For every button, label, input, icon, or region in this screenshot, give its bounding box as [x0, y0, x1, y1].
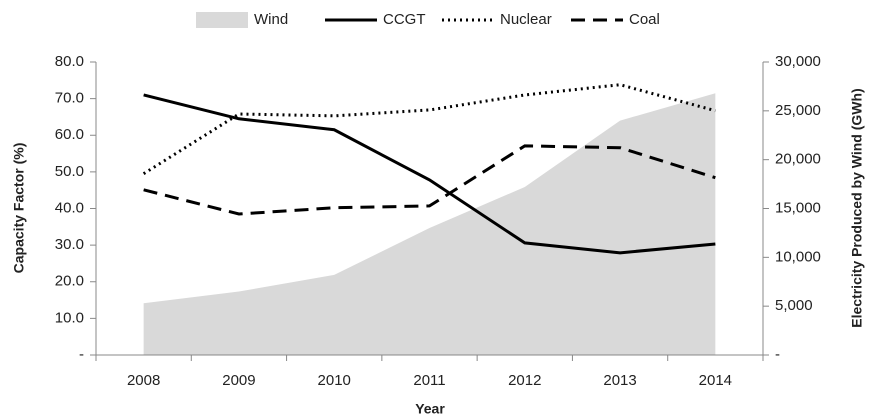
y2-tick-label: 20,000 [775, 151, 821, 168]
x-tick-label: 2013 [603, 372, 636, 389]
series-line [143, 144, 716, 216]
legend-swatch [196, 12, 248, 28]
y2-tick-label: 30,000 [775, 53, 821, 70]
legend-label: CCGT [383, 11, 426, 28]
y-axis-title: Capacity Factor (%) [11, 143, 27, 274]
y-tick-label: 40.0 [55, 199, 84, 216]
y-tick-label: 80.0 [55, 53, 84, 70]
y2-tick-label: 15,000 [775, 199, 821, 216]
legend-label: Nuclear [500, 11, 552, 28]
y2-tick-label: - [775, 346, 780, 363]
y-tick-label: 20.0 [55, 273, 84, 290]
legend-label: Coal [629, 11, 660, 28]
x-tick-label: 2012 [508, 372, 541, 389]
x-tick-label: 2010 [318, 372, 351, 389]
y-tick-label: 10.0 [55, 309, 84, 326]
y-tick-label: 60.0 [55, 126, 84, 143]
series-line [143, 93, 716, 255]
y-tick-label: 70.0 [55, 90, 84, 107]
y-tick-label: - [79, 346, 84, 363]
x-axis-title: Year [415, 401, 445, 417]
x-tick-label: 2008 [127, 372, 160, 389]
y-tick-label: 50.0 [55, 163, 84, 180]
x-tick-label: 2009 [222, 372, 255, 389]
legend-label: Wind [254, 11, 288, 28]
wind-area [143, 93, 716, 356]
x-tick-label: 2014 [699, 372, 732, 389]
y2-tick-label: 5,000 [775, 297, 813, 314]
y-tick-label: 30.0 [55, 236, 84, 253]
y2-tick-label: 10,000 [775, 248, 821, 265]
y2-tick-label: 25,000 [775, 102, 821, 119]
y2-axis-title: Electricity Produced by Wind (GWh) [849, 88, 865, 327]
x-tick-label: 2011 [413, 372, 445, 389]
